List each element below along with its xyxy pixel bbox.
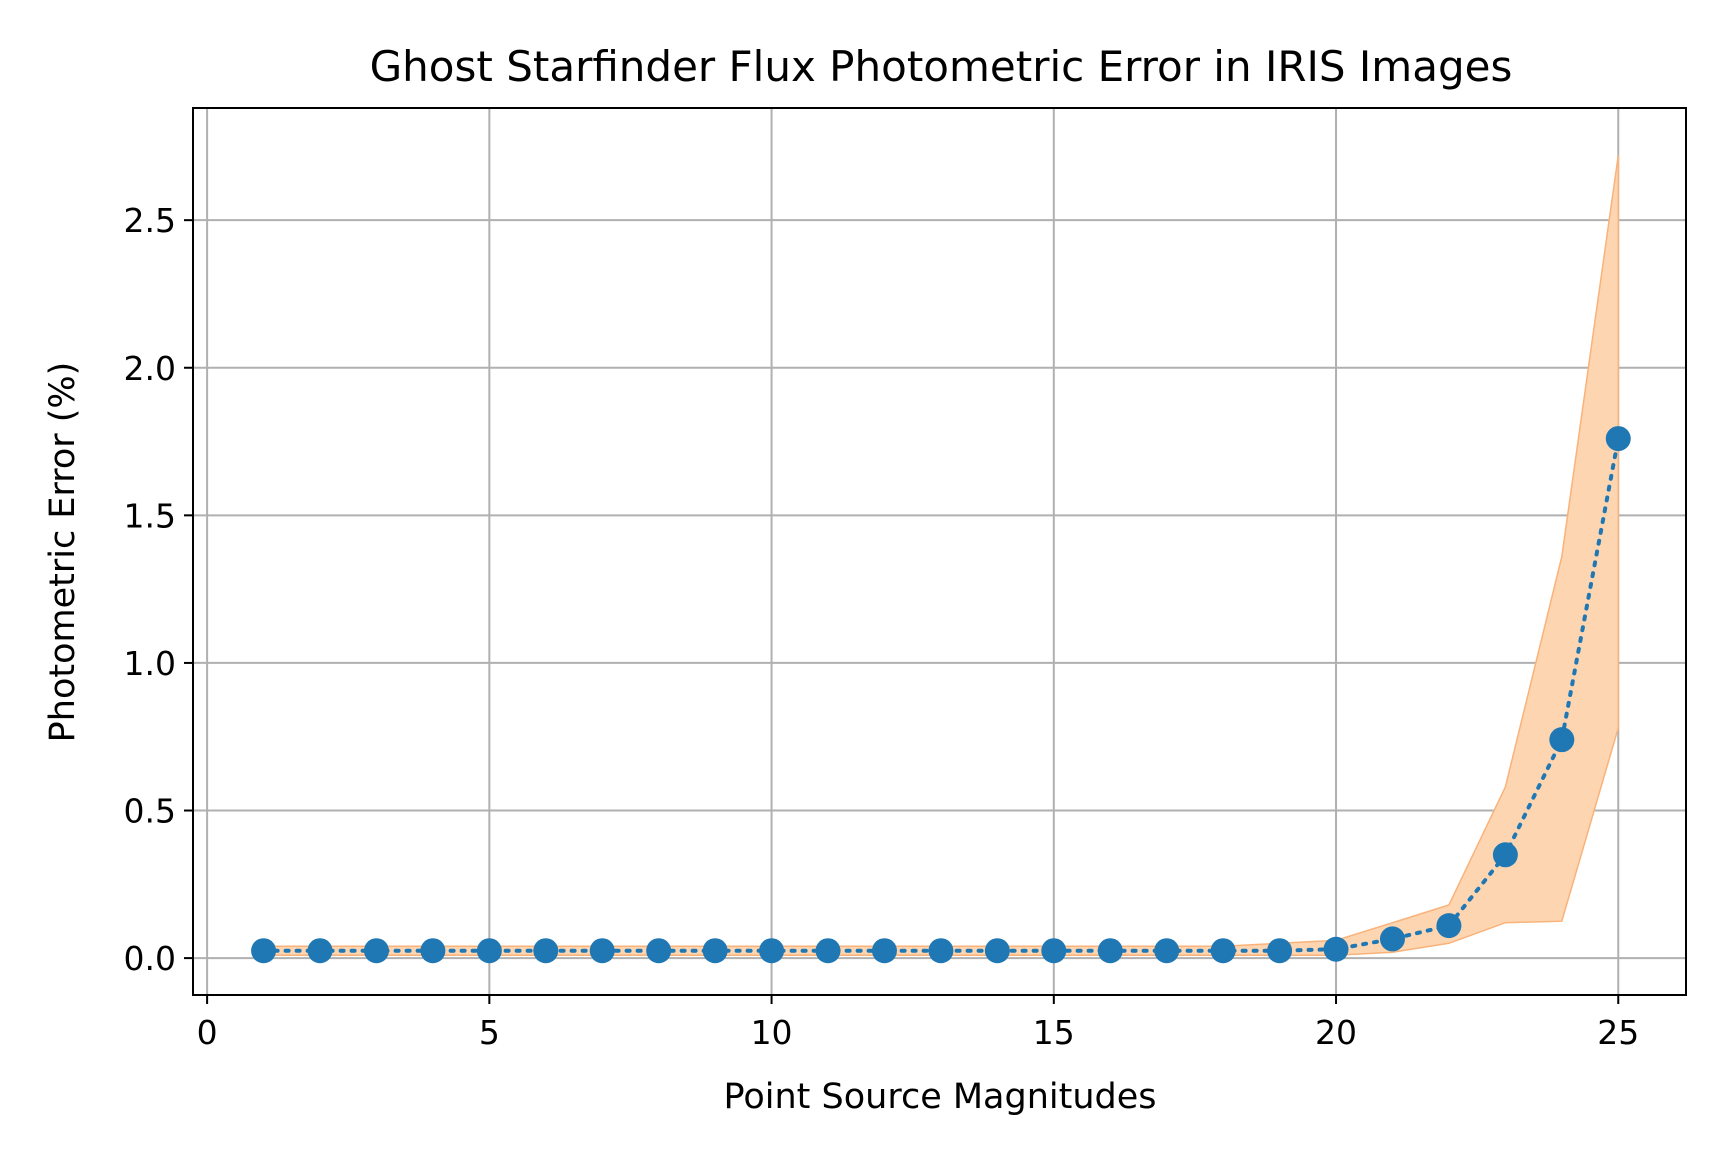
x-tick-label: 20: [1315, 1013, 1357, 1052]
y-tick-label: 0.0: [124, 939, 176, 978]
y-axis-label: Photometric Error (%): [43, 362, 83, 743]
data-point: [1267, 938, 1293, 964]
x-tick-label: 15: [1033, 1013, 1075, 1052]
y-tick-label: 1.5: [124, 496, 176, 535]
data-point: [1549, 727, 1575, 753]
data-point: [1436, 913, 1462, 939]
y-tick-label: 2.0: [124, 349, 176, 388]
data-point: [1323, 936, 1349, 962]
error-band: [262, 155, 1620, 956]
data-point: [871, 938, 897, 964]
x-tick-label: 0: [197, 1013, 218, 1052]
data-point: [928, 938, 954, 964]
data-point: [702, 938, 728, 964]
x-tick-label: 5: [479, 1013, 500, 1052]
x-tick-label: 10: [751, 1013, 793, 1052]
error-band-area: [262, 155, 1620, 956]
data-point: [589, 938, 615, 964]
data-point: [1154, 938, 1180, 964]
data-point: [420, 938, 446, 964]
data-point: [1492, 842, 1518, 868]
data-point: [307, 938, 333, 964]
chart-title: Ghost Starfinder Flux Photometric Error …: [370, 42, 1513, 91]
data-point: [815, 938, 841, 964]
plot-frame: [192, 107, 1687, 996]
data-point: [363, 938, 389, 964]
data-point: [476, 938, 502, 964]
data-point: [533, 938, 559, 964]
data-point: [251, 938, 277, 964]
x-tick-label: 25: [1597, 1013, 1639, 1052]
data-points: [251, 426, 1631, 964]
data-point: [1605, 426, 1631, 452]
axis-ticks: 0 5 10 15 20 25 0.0 0.5 1.0 1.5 2.0 2.5: [124, 201, 1640, 1052]
data-point: [759, 938, 785, 964]
data-point: [984, 938, 1010, 964]
data-point: [646, 938, 672, 964]
data-point: [1041, 938, 1067, 964]
y-tick-label: 2.5: [124, 201, 176, 240]
y-tick-label: 1.0: [124, 644, 176, 683]
data-point: [1379, 926, 1405, 952]
x-axis-label: Point Source Magnitudes: [723, 1077, 1156, 1117]
data-point: [1210, 938, 1236, 964]
data-point: [1097, 938, 1123, 964]
y-tick-label: 0.5: [124, 792, 176, 831]
